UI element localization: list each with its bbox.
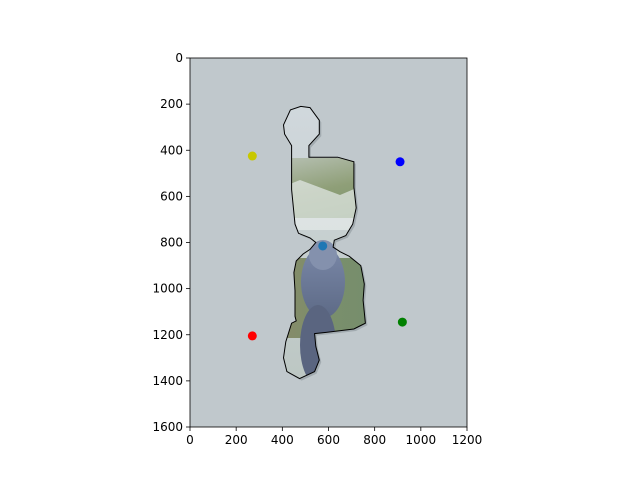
x-tick-label: 400: [271, 433, 294, 447]
y-tick-label: 1200: [152, 328, 183, 342]
scatter-point-4: [247, 331, 257, 341]
y-tick-label: 1000: [152, 282, 183, 296]
y-tick-label: 600: [160, 189, 183, 203]
x-tick-label: 800: [363, 433, 386, 447]
y-tick-label: 200: [160, 97, 183, 111]
axes: 0 200 400 600 800 1000 1200 0 200 400 600 800 1000 1…: [152, 51, 482, 447]
x-tick-label: 1200: [452, 433, 483, 447]
x-tick-label: 1000: [406, 433, 437, 447]
x-axis: 0 200 400 600 800 1000 1200: [186, 427, 482, 447]
y-tick-label: 0: [175, 51, 183, 65]
scatter-points: [247, 151, 407, 341]
y-tick-label: 1600: [152, 420, 183, 434]
scatter-point-1: [247, 151, 257, 161]
y-tick-label: 1400: [152, 374, 183, 388]
y-tick-label: 800: [160, 236, 183, 250]
y-tick-label: 400: [160, 143, 183, 157]
scatter-point-2: [395, 157, 405, 167]
scatter-point-5: [397, 317, 407, 327]
x-tick-label: 600: [317, 433, 340, 447]
x-tick-label: 0: [186, 433, 194, 447]
puzzle-piece-contour: [282, 105, 366, 380]
x-tick-label: 200: [225, 433, 248, 447]
y-axis: 0 200 400 600 800 1000 1200 1400 1600: [152, 51, 190, 434]
scatter-point-3: [318, 241, 328, 251]
